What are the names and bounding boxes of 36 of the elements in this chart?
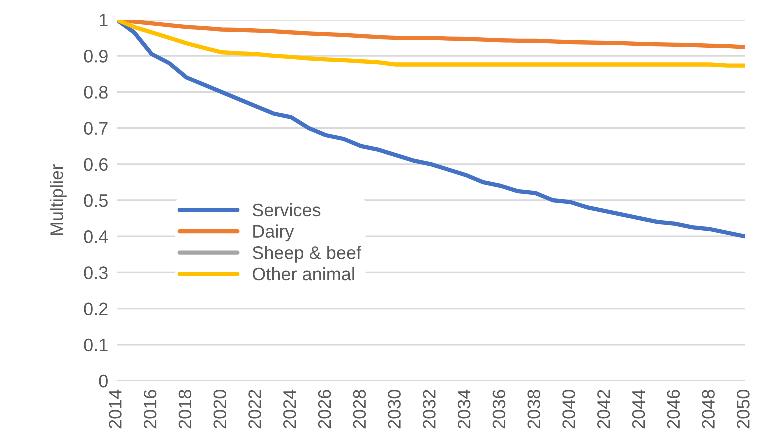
x-tick-label: 2048 (702, 390, 715, 429)
x-tick-label: 2014 (109, 390, 122, 429)
x-tick-label: 2026 (318, 390, 332, 429)
legend-label: Other animal (252, 267, 354, 281)
y-tick-label: 0.8 (84, 86, 108, 99)
x-tick-label: 2040 (562, 390, 576, 429)
x-tick-label: 2034 (458, 390, 471, 429)
x-tick-label: 2050 (737, 390, 750, 429)
x-tick-label: 2032 (423, 390, 436, 429)
x-tick-label: 2046 (667, 390, 680, 429)
x-tick-label: 2020 (214, 390, 227, 429)
x-tick-label: 2038 (528, 390, 541, 429)
y-tick-label: 0.3 (84, 266, 108, 280)
x-tick-label: 2030 (388, 390, 401, 429)
legend-label: Sheep & beef (252, 246, 362, 263)
y-tick-label: 0.9 (84, 50, 108, 63)
legend-label: Dairy (254, 224, 294, 242)
x-tick-label: 2036 (492, 390, 506, 429)
y-tick-label: 0.6 (84, 158, 108, 172)
legend-label: Services (252, 203, 321, 217)
y-tick-label: 0.7 (84, 122, 108, 136)
y-tick-label: 0.4 (84, 230, 108, 244)
y-axis-title: Multiplier (50, 164, 67, 236)
x-tick-label: 2044 (632, 390, 646, 429)
y-tick-label: 0.2 (84, 302, 108, 316)
y-tick-label: 0 (99, 374, 108, 388)
y-tick-label: 0.5 (84, 194, 108, 208)
x-tick-label: 2022 (248, 390, 262, 429)
line-series (117, 20, 745, 68)
x-tick-label: 2024 (284, 390, 296, 429)
y-tick-label: 0.1 (84, 338, 108, 352)
x-tick-label: 2042 (598, 390, 610, 429)
x-tick-label: 2018 (178, 390, 192, 429)
y-tick-label: 1 (100, 14, 108, 27)
x-tick-label: 2016 (144, 390, 157, 429)
x-tick-label: 2028 (353, 390, 366, 429)
